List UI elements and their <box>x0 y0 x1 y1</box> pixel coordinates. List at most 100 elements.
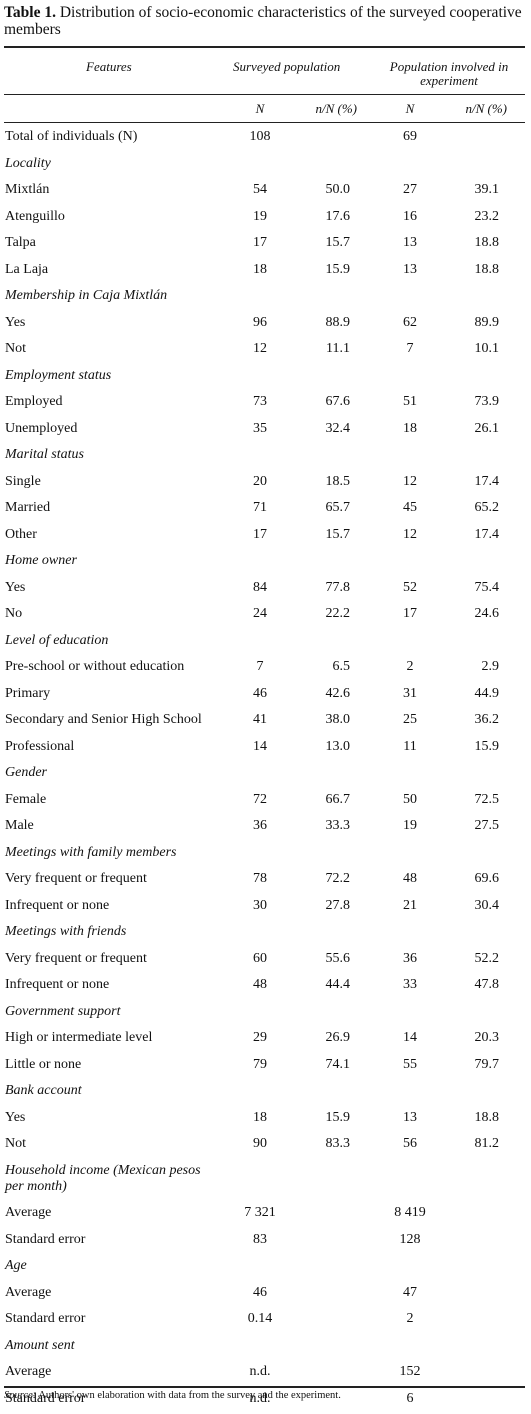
cell-n-surveyed: 36 <box>253 818 267 833</box>
cell-n-surveyed: 108 <box>249 129 271 144</box>
table-row: Mixtlán 54 50.0 27 39.1 <box>0 181 531 205</box>
table-row: Standard error n.d. 6 <box>0 1390 531 1414</box>
category-row: Gender <box>0 764 531 788</box>
table-row: Unemployed 35 32.4 18 26.1 <box>0 420 531 444</box>
cell-pct-surveyed: 83.3 <box>325 1136 351 1151</box>
cell-n-surveyed: 12 <box>253 341 267 356</box>
cell-n-surveyed: 17 <box>253 235 267 250</box>
cell-n-experiment: 14 <box>403 1030 417 1045</box>
cell-pct-experiment: 17.4 <box>474 474 500 489</box>
row-label: Talpa <box>5 235 36 250</box>
category-row: Amount sent <box>0 1337 531 1361</box>
category-label: Gender <box>5 765 47 780</box>
top-rule <box>4 46 525 48</box>
cell-n-experiment: 8 419 <box>394 1205 426 1220</box>
cell-pct-surveyed: 55.6 <box>325 951 351 966</box>
cell-n-experiment: 13 <box>403 235 417 250</box>
category-label: Home owner <box>5 553 77 568</box>
cell-n-experiment: 56 <box>403 1136 417 1151</box>
cell-pct-experiment: 18.8 <box>474 262 500 277</box>
table-row: High or intermediate level 29 26.9 14 20.3 <box>0 1029 531 1053</box>
table-row: Very frequent or frequent 78 72.2 48 69.6 <box>0 870 531 894</box>
cell-n-surveyed: 24 <box>253 606 267 621</box>
category-row: Household income (Mexican pesos per month… <box>0 1162 531 1194</box>
cell-pct-surveyed: 27.8 <box>325 898 351 913</box>
row-label: Yes <box>5 580 26 595</box>
cell-n-experiment: 2 <box>406 659 414 674</box>
row-label: Total of individuals (N) <box>5 129 138 144</box>
cell-pct-experiment: 65.2 <box>474 500 500 515</box>
header-features: Features <box>86 59 132 74</box>
row-label: Yes <box>5 315 26 330</box>
header-n-experiment: N <box>405 101 415 116</box>
row-label: Standard error <box>5 1391 86 1406</box>
cell-pct-experiment: 10.1 <box>474 341 500 356</box>
category-label-continued: per month) <box>5 1179 67 1194</box>
cell-pct-surveyed: 17.6 <box>325 209 351 224</box>
cell-pct-experiment: 39.1 <box>474 182 500 197</box>
table-row: Pre-school or without education 7 6.5 2 2.9 <box>0 658 531 682</box>
category-row: Government support <box>0 1003 531 1027</box>
header-pct-surveyed: n/N (%) <box>315 101 357 116</box>
row-label: Employed <box>5 394 63 409</box>
table-row: Average 46 47 <box>0 1284 531 1308</box>
category-label: Amount sent <box>5 1338 75 1353</box>
category-row: Meetings with friends <box>0 923 531 947</box>
category-label: Membership in Caja Mixtlán <box>5 288 168 303</box>
row-label: High or intermediate level <box>5 1030 153 1045</box>
table-row: Infrequent or none 30 27.8 21 30.4 <box>0 897 531 921</box>
cell-n-experiment: 52 <box>403 580 417 595</box>
category-row: Meetings with family members <box>0 844 531 868</box>
subheader-rule <box>4 122 525 123</box>
cell-pct-surveyed: 72.2 <box>325 871 351 886</box>
table-row: Married 71 65.7 45 65.2 <box>0 499 531 523</box>
row-label: La Laja <box>5 262 49 277</box>
cell-pct-surveyed: 6.5 <box>332 659 351 674</box>
cell-n-surveyed: 30 <box>253 898 267 913</box>
cell-n-experiment: 69 <box>403 129 417 144</box>
cell-n-surveyed: 78 <box>253 871 267 886</box>
row-label: Mixtlán <box>5 182 50 197</box>
cell-n-experiment: 51 <box>403 394 417 409</box>
table-row: Very frequent or frequent 60 55.6 36 52.2 <box>0 950 531 974</box>
cell-pct-experiment: 23.2 <box>474 209 500 224</box>
cell-n-surveyed: 84 <box>253 580 267 595</box>
cell-n-surveyed: 96 <box>253 315 267 330</box>
cell-pct-surveyed: 15.9 <box>325 1110 351 1125</box>
cell-pct-experiment: 18.8 <box>474 1110 500 1125</box>
cell-n-experiment: 31 <box>403 686 417 701</box>
table-row: Primary 46 42.6 31 44.9 <box>0 685 531 709</box>
cell-pct-surveyed: 33.3 <box>325 818 351 833</box>
category-row: Marital status <box>0 446 531 470</box>
cell-n-experiment: 48 <box>403 871 417 886</box>
cell-n-surveyed: 35 <box>253 421 267 436</box>
cell-n-experiment: 36 <box>403 951 417 966</box>
row-label: Primary <box>5 686 51 701</box>
cell-pct-experiment: 26.1 <box>474 421 500 436</box>
cell-n-experiment: 47 <box>403 1285 417 1300</box>
cell-n-surveyed: 60 <box>253 951 267 966</box>
cell-n-surveyed: 18 <box>253 1110 267 1125</box>
category-row: Level of education <box>0 632 531 656</box>
cell-pct-surveyed: 74.1 <box>325 1057 351 1072</box>
source-text: Authors' own elaboration with data from … <box>38 1390 341 1401</box>
table-row: Secondary and Senior High School 41 38.0 25… <box>0 711 531 735</box>
cell-pct-experiment: 47.8 <box>474 977 500 992</box>
table-title: Distribution of socio-economic character… <box>4 4 522 38</box>
cell-n-experiment: 50 <box>403 792 417 807</box>
cell-n-surveyed: 7 321 <box>244 1205 276 1220</box>
row-label: Single <box>5 474 41 489</box>
table-row: Male 36 33.3 19 27.5 <box>0 817 531 841</box>
table-row: Female 72 66.7 50 72.5 <box>0 791 531 815</box>
cell-n-experiment: 6 <box>406 1391 414 1406</box>
cell-pct-surveyed: 44.4 <box>325 977 351 992</box>
table-row: Employed 73 67.6 51 73.9 <box>0 393 531 417</box>
cell-pct-surveyed: 42.6 <box>325 686 351 701</box>
cell-n-surveyed: 14 <box>253 739 267 754</box>
cell-n-surveyed: 0.14 <box>247 1311 273 1326</box>
cell-n-experiment: 11 <box>403 739 417 754</box>
header-experiment: Population involved in experiment <box>389 59 509 88</box>
cell-n-experiment: 13 <box>403 1110 417 1125</box>
table-row: Average n.d. 152 <box>0 1363 531 1387</box>
table-row: Average 7 321 8 419 <box>0 1204 531 1228</box>
